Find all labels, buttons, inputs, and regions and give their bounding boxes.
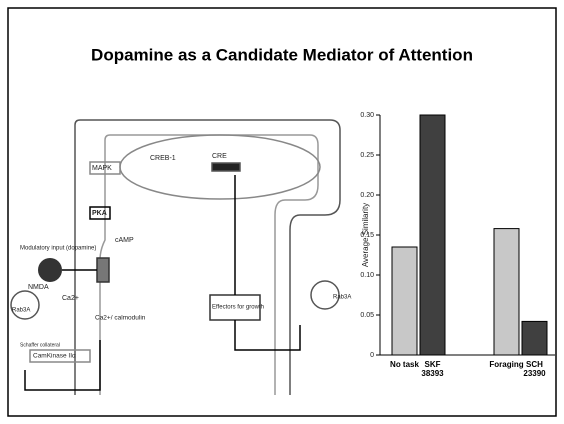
diagram-label: Effectors for growth (212, 305, 264, 311)
chart: Dopamine as a Candidate Mediator of Atte… (0, 0, 564, 424)
y-tick-label: 0.15 (360, 232, 374, 239)
y-tick-label: 0 (370, 352, 374, 359)
diagram-label: CRE (212, 153, 227, 160)
x-tick-label: SCH 23390 (515, 360, 555, 378)
diagram-label: MAPK (92, 165, 112, 172)
y-tick-label: 0.10 (360, 272, 374, 279)
slide-title: Dopamine as a Candidate Mediator of Atte… (91, 45, 473, 64)
y-tick-label: 0.05 (360, 312, 374, 319)
diagram-label: cAMP (115, 237, 134, 244)
diagram-label: CamKinase IIα (33, 353, 76, 360)
diagram-label: Schaffer collateral (20, 342, 60, 348)
diagram-label: NMDA (28, 284, 49, 291)
bar (522, 321, 547, 355)
diagram-label: CREB-1 (150, 155, 176, 162)
y-tick-label: 0.25 (360, 152, 374, 159)
diagram-label: Modulatory input (dopamine) (20, 246, 96, 252)
bar (420, 115, 445, 355)
bar (392, 247, 417, 355)
diagram-label: Rab3A (333, 295, 351, 301)
diagram-label: PKA (92, 210, 107, 217)
diagram-label: Ca2+ (62, 295, 79, 302)
diagram-label: Ca2+/ calmodulin (95, 315, 146, 322)
x-tick-label: SKF 38393 (413, 360, 453, 378)
y-tick-label: 0.30 (360, 112, 374, 119)
slide: Dopamine as a Candidate Mediator of Atte… (0, 0, 564, 424)
y-tick-label: 0.20 (360, 192, 374, 199)
bar (494, 229, 519, 355)
diagram-label: Rab3A (12, 308, 30, 314)
